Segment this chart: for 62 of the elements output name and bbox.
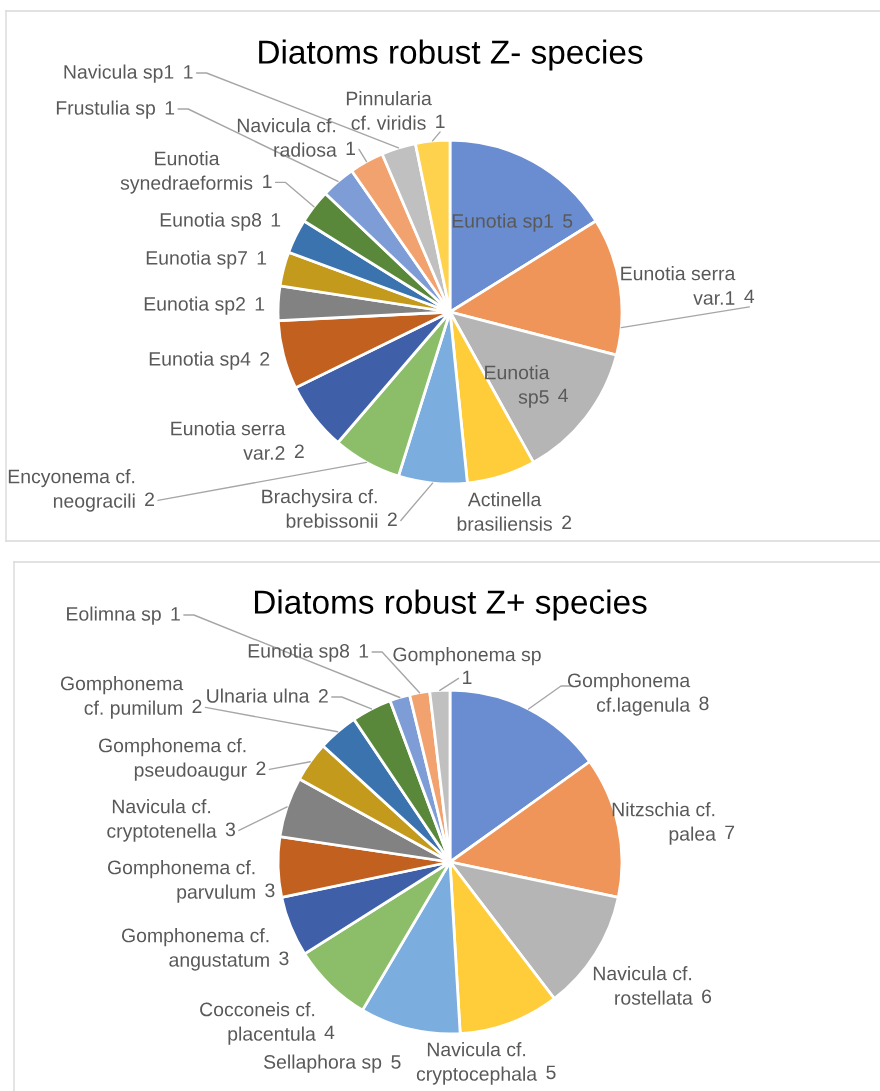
data-label: 1	[257, 251, 267, 265]
slice-label: Navicula sp1	[64, 64, 174, 83]
data-label: 2	[562, 515, 572, 530]
data-label: 1	[255, 297, 265, 311]
chart-title: Diatoms robust Z+ species	[254, 589, 647, 621]
slice-label: Eolimna sp	[67, 606, 161, 625]
slice-label: Sellaphora sp	[264, 1054, 382, 1073]
slice-label: Gomphonema cf. pumilum	[60, 676, 184, 719]
slice-label: Cocconeis cf. placentula	[200, 1002, 316, 1045]
data-label: 1	[263, 174, 272, 189]
data-label: 1	[463, 670, 472, 685]
data-label: 2	[294, 444, 304, 459]
data-label: 1	[184, 65, 193, 79]
data-label: 1	[346, 141, 355, 156]
slice-label: Eunotia serra var.1	[621, 266, 736, 305]
data-label: 5	[563, 214, 573, 228]
data-label: 5	[391, 1055, 401, 1069]
data-label: 2	[387, 512, 397, 527]
slice-label: Nitzschia cf. palea	[612, 802, 716, 845]
slice-label: Navicula cf. rostellata	[593, 966, 693, 1005]
slice-label: Gomphonema cf. angustatum	[121, 928, 269, 971]
data-label: 2	[145, 492, 154, 507]
data-label: 1	[436, 114, 445, 129]
slice-label: Eunotia sp8	[160, 212, 262, 231]
slice-label: Eunotia sp7	[146, 250, 247, 269]
data-label: 1	[359, 644, 369, 658]
slice-label: Eunotia sp8	[248, 643, 350, 662]
chart-title: Diatoms robust Z- species	[259, 39, 643, 71]
slice-label: Eunotia sp5	[485, 365, 550, 408]
data-label: 1	[171, 607, 180, 621]
slice-label: Eunotia sp4	[149, 351, 251, 370]
slice-label: Pinnularia cf. viridis	[346, 91, 432, 130]
data-label: 1	[271, 213, 281, 227]
slice-label: Gomphonema sp	[393, 647, 541, 666]
slice-label: Navicula cf. cryptocephala	[416, 1042, 538, 1085]
data-label: 2	[256, 761, 266, 776]
data-label: 4	[744, 289, 755, 304]
data-label: 2	[318, 689, 328, 703]
data-label: 8	[699, 696, 709, 711]
slice-label: Gomphonema cf. pseudoaugur	[98, 738, 247, 781]
slice-label: Eunotia serra var.2	[171, 421, 286, 460]
slice-label: Eunotia sp2	[144, 296, 245, 315]
data-label: 5	[546, 1065, 556, 1080]
data-label: 7	[725, 825, 735, 840]
data-label: 4	[558, 388, 568, 403]
slice-label: Actinella brasiliensis	[457, 492, 552, 531]
data-label: 2	[192, 699, 202, 714]
data-label: 3	[225, 822, 236, 837]
slice-label: Gomphonema cf. parvulum	[107, 860, 255, 903]
data-label: 3	[265, 883, 275, 898]
slice-label: Ulnaria ulna	[207, 688, 310, 703]
slice-label: Gomphonema cf.lagenula	[567, 673, 691, 716]
data-label: 6	[702, 989, 712, 1004]
data-label: 4	[324, 1025, 335, 1040]
slice-label: Eunotia sp1	[452, 213, 553, 232]
slice-label: Brachysira cf. brebissonii	[262, 489, 378, 528]
slice-label: Navicula cf. cryptotenella	[107, 799, 217, 842]
data-label: 3	[279, 951, 289, 966]
data-label: 1	[165, 101, 175, 115]
slice-label: Encyonema cf. neogracili	[8, 469, 135, 512]
slice-label: Frustulia sp	[56, 100, 155, 119]
data-label: 2	[260, 352, 270, 366]
